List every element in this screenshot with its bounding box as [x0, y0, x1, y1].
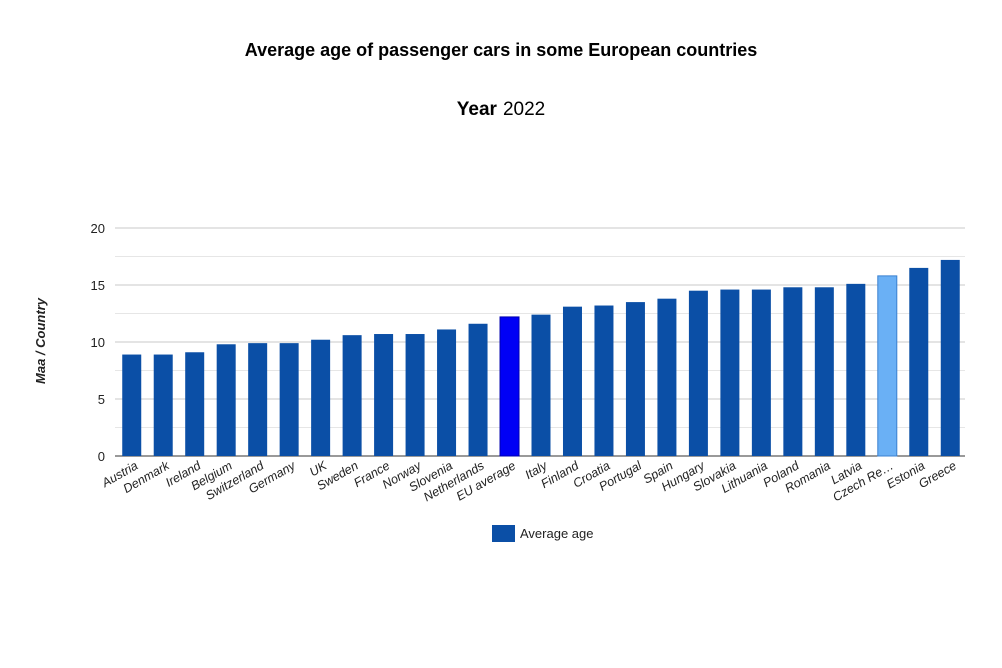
bar: [153, 354, 173, 456]
bar: [374, 334, 394, 456]
bar: [499, 316, 520, 457]
bar: [185, 352, 205, 456]
bar: [909, 267, 929, 456]
bar: [940, 259, 960, 456]
bar: [720, 289, 740, 456]
legend: Average age: [492, 525, 594, 542]
bar: [531, 314, 551, 456]
bar: [783, 287, 803, 456]
bar: [248, 343, 268, 456]
y-tick-label: 10: [91, 335, 105, 350]
subtitle-key: Year: [456, 99, 497, 120]
chart-subtitle: Year 2022: [0, 99, 1002, 121]
bar: [437, 329, 457, 456]
bars: [122, 259, 960, 457]
bar: [122, 354, 142, 456]
bar: [279, 343, 299, 456]
y-tick-label: 15: [91, 278, 105, 293]
bar: [625, 302, 645, 456]
legend-swatch: [492, 525, 515, 542]
y-axis-ticks: 0 5 10 15 20: [91, 221, 105, 464]
subtitle-value: 2022: [502, 99, 546, 120]
bar: [657, 298, 677, 456]
y-axis-label: Maa / Country: [33, 297, 48, 384]
bar: [594, 305, 614, 456]
bar: [468, 323, 488, 456]
y-tick-label: 20: [91, 221, 105, 236]
bar: [751, 289, 771, 456]
y-tick-label: 0: [98, 449, 105, 464]
x-axis-ticks: AustriaDenmarkIrelandBelgiumSwitzerlandG…: [99, 458, 959, 504]
bar: [688, 290, 708, 456]
bar: [846, 283, 866, 456]
legend-label: Average age: [520, 526, 594, 541]
bar: [405, 334, 425, 456]
bar: [562, 306, 582, 456]
bar: [342, 335, 362, 456]
bar: [311, 339, 331, 456]
bar: [814, 287, 834, 456]
bar: [877, 275, 898, 457]
y-tick-label: 5: [98, 392, 105, 407]
bar: [216, 344, 236, 456]
chart-title: Average age of passenger cars in some Eu…: [244, 40, 758, 60]
